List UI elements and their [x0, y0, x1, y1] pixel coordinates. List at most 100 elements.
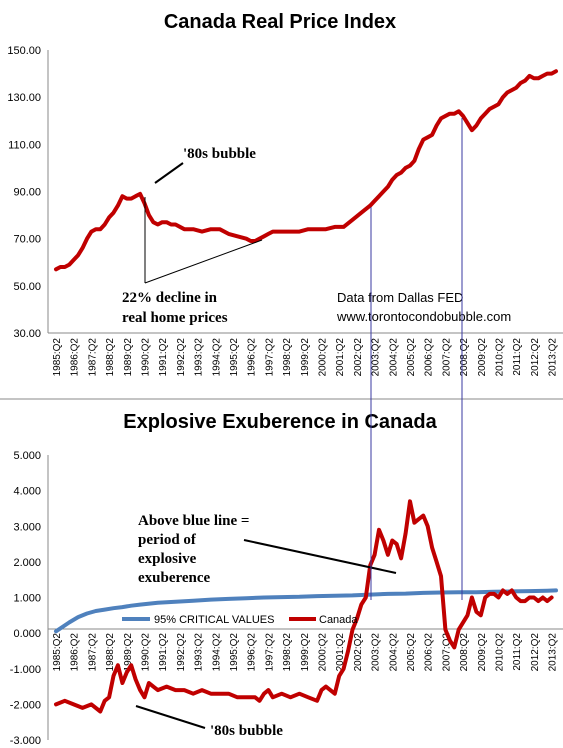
bottom-chart: Explosive Exuberence in Canada -3.000 -2.… [10, 411, 563, 747]
x-tick-label: 2008:Q2 [459, 338, 470, 377]
top-annotation-decline-line-right [144, 239, 263, 284]
top-annotation-decline-2: real home prices [122, 310, 228, 326]
y-tick-label: 130.00 [7, 92, 41, 104]
x-tick-label: 1996:Q2 [247, 338, 258, 377]
x-tick-label: 1993:Q2 [194, 633, 205, 672]
x-tick-label: 1995:Q2 [229, 633, 240, 672]
legend-label-critical: 95% CRITICAL VALUES [154, 614, 274, 626]
x-tick-label: 2010:Q2 [495, 338, 506, 377]
y-tick-label: 2.000 [13, 557, 41, 569]
y-tick-label: 30.00 [13, 328, 41, 340]
bottom-annotation-arrow-bubble [135, 705, 206, 729]
x-tick-label: 1986:Q2 [70, 633, 81, 672]
x-tick-label: 1985:Q2 [52, 338, 63, 377]
x-tick-label: 2007:Q2 [441, 633, 452, 672]
x-tick-label: 1989:Q2 [123, 633, 134, 672]
y-tick-label: 110.00 [8, 139, 41, 151]
x-tick-label: 2000:Q2 [318, 338, 329, 377]
x-tick-label: 1995:Q2 [229, 338, 240, 377]
series-line-canada [54, 499, 554, 714]
y-tick-label: 1.000 [13, 593, 41, 605]
top-x-axis: 1985:Q2 1986:Q2 1987:Q2 1988:Q2 1989:Q2 1990:… [52, 338, 559, 377]
y-tick-label: 90.00 [13, 187, 41, 199]
x-tick-label: 1999:Q2 [300, 633, 311, 672]
x-tick-label: 1994:Q2 [211, 633, 222, 672]
x-tick-label: 2009:Q2 [477, 633, 488, 672]
y-tick-label: 70.00 [13, 234, 41, 246]
x-tick-label: 2009:Q2 [477, 338, 488, 377]
top-series-group [54, 69, 558, 272]
x-tick-label: 2006:Q2 [424, 338, 435, 377]
x-tick-label: 1994:Q2 [211, 338, 222, 377]
x-tick-label: 2012:Q2 [530, 338, 541, 377]
x-tick-label: 2011:Q2 [512, 633, 523, 671]
x-tick-label: 2002:Q2 [353, 338, 364, 377]
x-tick-label: 1997:Q2 [264, 338, 275, 377]
x-tick-label: 1993:Q2 [194, 338, 205, 377]
top-y-axis: 30.00 50.00 70.00 90.00 110.00 130.00 150.00 [7, 45, 41, 340]
x-tick-label: 2008:Q2 [459, 633, 470, 672]
y-tick-label: -3.000 [10, 735, 41, 747]
x-tick-label: 2001:Q2 [335, 338, 346, 377]
x-tick-label: 2005:Q2 [406, 633, 417, 672]
x-tick-label: 2013:Q2 [548, 633, 559, 672]
x-tick-label: 2003:Q2 [371, 633, 382, 672]
y-tick-label: 4.000 [13, 486, 41, 498]
x-tick-label: 1997:Q2 [264, 633, 275, 672]
x-tick-label: 1988:Q2 [105, 338, 116, 377]
y-tick-label: 0.000 [13, 628, 41, 640]
bottom-legend: 95% CRITICAL VALUES Canada [122, 614, 358, 626]
top-chart: Canada Real Price Index 30.00 50.00 70.00 9… [7, 11, 563, 376]
x-tick-label: 1992:Q2 [176, 338, 187, 377]
x-tick-label: 2010:Q2 [495, 633, 506, 672]
x-tick-label: 2004:Q2 [388, 633, 399, 672]
x-tick-label: 1991:Q2 [158, 633, 169, 672]
x-tick-label: 2007:Q2 [441, 338, 452, 377]
y-tick-label: 150.00 [7, 45, 41, 57]
x-tick-label: 1998:Q2 [282, 633, 293, 672]
x-tick-label: 2001:Q2 [335, 633, 346, 672]
top-annotation-80s-bubble: '80s bubble [183, 146, 256, 162]
bottom-annotation-line-4: exuberence [138, 570, 211, 586]
x-tick-label: 1999:Q2 [300, 338, 311, 377]
bottom-annotation-line-3: explosive [138, 551, 197, 567]
bottom-annotation-80s-bubble: '80s bubble [210, 723, 283, 739]
top-annotation-decline-1: 22% decline in [122, 290, 218, 306]
x-tick-label: 2003:Q2 [371, 338, 382, 377]
x-tick-label: 1991:Q2 [158, 338, 169, 377]
series-line-95-critical-values [54, 588, 558, 634]
x-tick-label: 1989:Q2 [123, 338, 134, 377]
x-tick-label: 1988:Q2 [105, 633, 116, 672]
x-tick-label: 1985:Q2 [52, 633, 63, 672]
bottom-y-axis: -3.000 -2.000 -1.000 0.000 1.000 2.000 3.000 4.… [10, 450, 41, 747]
x-tick-label: 2002:Q2 [353, 633, 364, 672]
x-tick-label: 2012:Q2 [530, 633, 541, 672]
bottom-series-group [54, 499, 558, 714]
bottom-x-axis: 1985:Q2 1986:Q2 1987:Q2 1988:Q2 1989:Q2 1990:… [52, 633, 559, 672]
y-tick-label: 50.00 [13, 281, 41, 293]
x-tick-label: 2011:Q2 [512, 338, 523, 376]
x-tick-label: 1987:Q2 [87, 633, 98, 672]
y-tick-label: -1.000 [10, 664, 41, 676]
top-annotation-arrow-bubble [154, 162, 184, 184]
x-tick-label: 1990:Q2 [141, 338, 152, 377]
x-tick-label: 2013:Q2 [548, 338, 559, 377]
bottom-annotation-line-1: Above blue line = [138, 513, 249, 529]
x-tick-label: 1996:Q2 [247, 633, 258, 672]
x-tick-label: 1986:Q2 [70, 338, 81, 377]
x-tick-label: 1990:Q2 [141, 633, 152, 672]
top-annotation-website: www.torontocondobubble.com [336, 309, 511, 324]
bottom-annotation-line-2: period of [138, 532, 197, 548]
legend-label-canada: Canada [319, 614, 358, 626]
series-line-canada [54, 69, 558, 272]
y-tick-label: 3.000 [13, 521, 41, 533]
x-tick-label: 1992:Q2 [176, 633, 187, 672]
x-tick-label: 2000:Q2 [318, 633, 329, 672]
x-tick-label: 1987:Q2 [87, 338, 98, 377]
x-tick-label: 2004:Q2 [388, 338, 399, 377]
top-annotation-source: Data from Dallas FED [337, 290, 463, 305]
y-tick-label: -2.000 [10, 699, 41, 711]
top-chart-title: Canada Real Price Index [164, 11, 396, 33]
y-tick-label: 5.000 [13, 450, 41, 462]
x-tick-label: 2005:Q2 [406, 338, 417, 377]
